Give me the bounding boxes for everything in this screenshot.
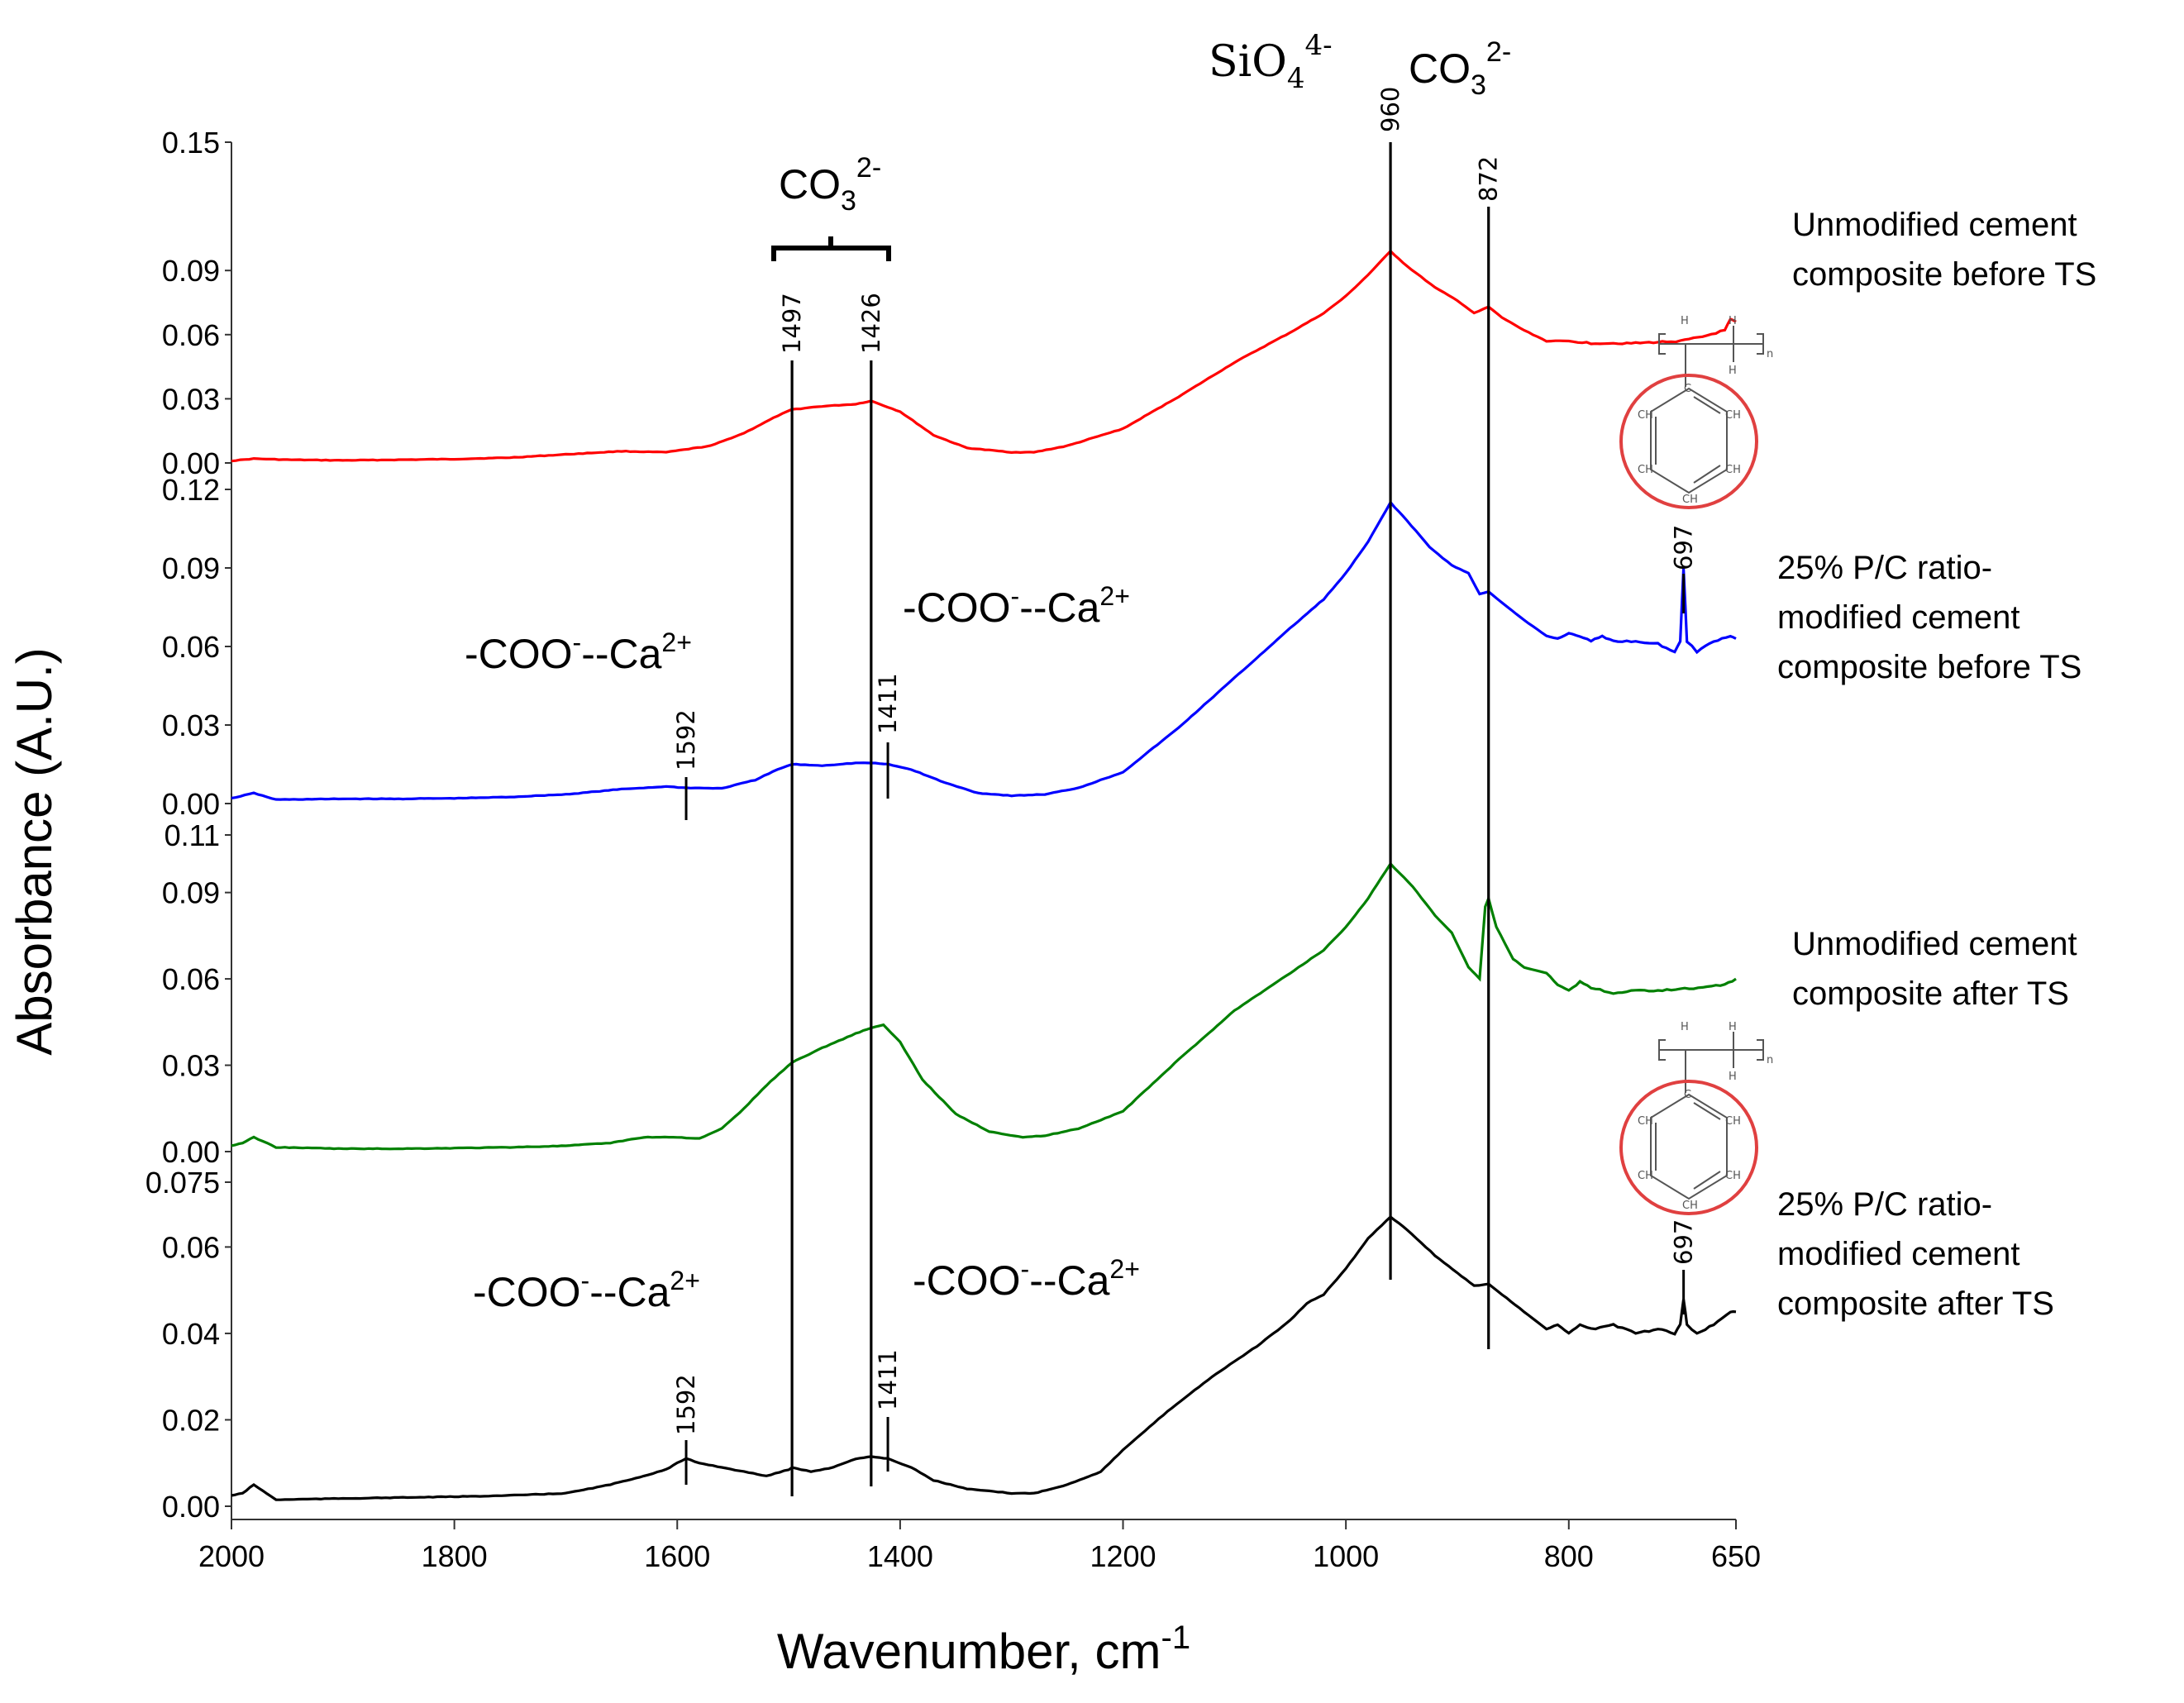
x-tick-label: 1200 [1090,1539,1156,1573]
co3-872-sup: 2- [1486,36,1511,68]
co3-872-sub: 3 [1471,69,1486,101]
y-tick-label: 0.00 [162,787,220,821]
x-tick-label: 800 [1544,1539,1594,1573]
series-label-line: 25% P/C ratio- [1777,1186,1992,1223]
spectra-series [231,249,1737,1501]
coo-base: -COO [903,584,1011,631]
coo-ca-label-1411-blue: -COO---Ca2+ [903,581,1130,631]
sio4-ion-label: SiO44- [1209,29,1333,95]
y-axis-title: Absorbance (A.U.) [7,647,62,1056]
co3-bracket-base: CO [779,161,841,208]
co3-ion-label-bracket: CO32- [779,152,881,217]
peak-label-960: 960 [1376,87,1404,132]
coo-mid: --Ca [581,631,661,677]
coo-mid: --Ca [1029,1257,1109,1304]
x-axis-title-superscript: -1 [1161,1620,1191,1656]
y-tick-label: 0.09 [162,551,220,585]
coo-mid: --Ca [589,1269,670,1315]
y-tick-label: 0.06 [162,318,220,352]
y-tick-label: 0.09 [162,876,220,910]
sio4-sub: 4 [1287,62,1305,95]
series-label-line: 25% P/C ratio- [1777,550,1992,586]
peak-label-697: 697 [1670,1219,1698,1265]
series-label-line: Unmodified cement [1792,926,2077,962]
peak-label-1592: 1592 [672,709,700,770]
coo-ca-sup: 2+ [1109,1254,1139,1284]
x-axis-title: Wavenumber, cm-1 [777,1620,1190,1679]
y-tick-label: 0.15 [162,126,220,160]
coo-base: -COO [465,631,573,677]
co3-872-base: CO [1409,45,1471,92]
coo-sup: - [1021,1254,1030,1284]
y-tick-label: 0.075 [145,1166,220,1200]
y-tick-label: 0.12 [162,473,220,507]
peak-label-1411: 1411 [874,673,902,734]
y-tick-label: 0.02 [162,1403,220,1437]
co3-bracket-sub: 3 [841,185,856,217]
series-labels: Unmodified cement composite before TS 25% … [1777,207,2096,1322]
coo-ca-label-1592-black: -COO---Ca2+ [473,1266,700,1315]
series-line-4 [231,1214,1737,1501]
series-line-2 [231,499,1737,801]
peak-markers: 960 872 1497 1426 1592 1411 697 1592 1411 697 [672,87,1698,1496]
series-label-line: composite after TS [1777,1286,2054,1322]
series-label-line: modified cement [1777,1236,2019,1272]
co3-ion-label-872: CO32- [1409,36,1511,101]
y-tick-label: 0.06 [162,962,220,996]
peak-label-1426: 1426 [857,293,885,354]
x-axis-title-text: Wavenumber, cm [777,1624,1161,1679]
coo-sup: - [573,627,582,657]
y-tick-label: 0.03 [162,708,220,742]
co3-bracket-sup: 2- [856,152,881,184]
polystyrene-structure-bottom [1619,1019,1776,1215]
peak-label-1497: 1497 [778,293,806,354]
series-line-1 [231,249,1737,463]
y-tick-label: 0.00 [162,1490,220,1524]
y-tick-label: 0.00 [162,1135,220,1169]
coo-sup: - [581,1266,590,1295]
y-tick-label: 0.06 [162,630,220,664]
x-tick-label: 650 [1711,1539,1761,1573]
peak-label-872: 872 [1475,156,1503,202]
sio4-sup: 4- [1305,29,1333,62]
peak-label-1592: 1592 [672,1374,700,1435]
coo-sup: - [1011,581,1020,611]
sio4-base: SiO [1209,37,1287,87]
x-tick-label: 2000 [198,1539,265,1573]
coo-base: -COO [473,1269,581,1315]
y-tick-label: 0.03 [162,1049,220,1083]
y-tick-label: 0.11 [165,818,220,852]
peak-label-1411: 1411 [874,1349,902,1410]
y-tick-label: 0.09 [162,254,220,288]
y-tick-label: 0.03 [162,382,220,416]
coo-base: -COO [913,1257,1021,1304]
x-tick-label: 1800 [422,1539,488,1573]
coo-ca-sup: 2+ [661,627,691,657]
y-tick-label: 0.00 [162,446,220,480]
coo-mid: --Ca [1019,584,1099,631]
y-tick-label: 0.04 [162,1317,220,1351]
series-line-3 [231,861,1737,1151]
x-tick-label: 1400 [867,1539,933,1573]
y-axis-ticks: 0.150.090.060.030.000.120.090.060.030.00… [145,126,231,1524]
x-axis-ticks: 2000 1800 1600 1400 1200 1000 800 650 [198,1519,1761,1573]
x-tick-label: 1600 [644,1539,710,1573]
x-tick-label: 1000 [1313,1539,1379,1573]
coo-ca-sup: 2+ [670,1266,699,1295]
series-label-line: composite after TS [1792,976,2069,1012]
series-label-line: Unmodified cement [1792,207,2077,243]
peak-label-697: 697 [1670,525,1698,570]
coo-ca-sup: 2+ [1099,581,1129,611]
series-label-line: modified cement [1777,599,2019,636]
y-tick-label: 0.06 [162,1230,220,1264]
coo-ca-label-1592-blue: -COO---Ca2+ [465,627,692,677]
series-label-line: composite before TS [1792,256,2096,293]
co3-bracket [771,236,891,261]
series-label-line: composite before TS [1777,649,2081,685]
coo-ca-label-1411-black: -COO---Ca2+ [913,1254,1140,1304]
